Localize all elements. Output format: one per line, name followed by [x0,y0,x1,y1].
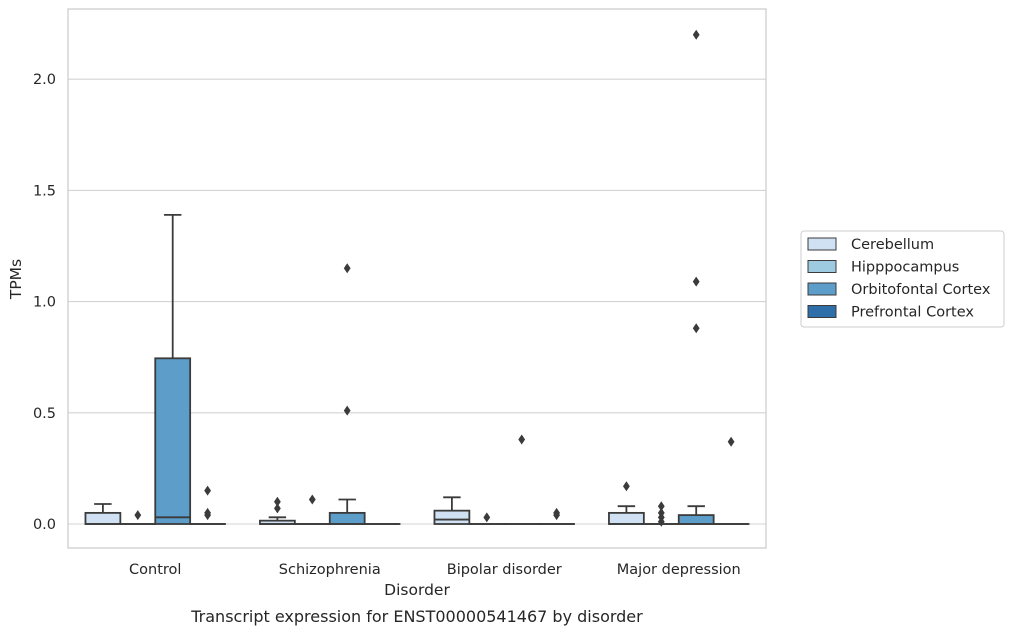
outlier-point [204,507,211,518]
outlier-point [343,263,351,274]
legend-frame [800,230,1005,328]
outlier-point [274,503,281,514]
outlier-point [623,481,630,492]
plot-frame [67,8,767,549]
x-tick-label: Control [129,562,181,578]
box-3-0 [608,481,645,525]
legend-swatch [807,305,837,318]
box-1-1 [293,494,331,525]
x-tick-label: Major depression [617,562,741,578]
x-tick-label: Bipolar disorder [447,562,562,578]
box-0-0 [84,503,122,525]
y-axis-title: TPMs [7,259,25,300]
chart-caption: Transcript expression for ENST0000054146… [190,607,643,626]
outlier-point [483,512,491,523]
outlier-point [657,501,665,512]
y-tick-label: 0.5 [33,406,56,422]
outlier-point [657,507,665,518]
legend-label: Cerebellum [851,237,934,253]
x-axis-title: Disorder [384,581,450,599]
legend-swatch [807,260,837,273]
y-tick-label: 1.0 [33,295,56,311]
box-body [608,511,645,525]
box-2-0 [433,496,471,525]
box-3-3 [712,436,750,525]
box-body [677,514,715,525]
outlier-point [518,434,526,445]
box-1-2 [328,263,366,525]
x-tick-label: Schizophrenia [279,562,381,578]
box-3-1 [642,501,680,527]
legend-label: Prefrontal Cortex [851,305,974,321]
outlier-point [134,510,142,521]
legend-swatch [807,237,837,251]
outlier-point [692,276,700,287]
outlier-point [204,485,211,496]
outlier-point [692,323,700,334]
legend: Cerebellum Hipppocampus Orbitofontal Corte… [800,230,1005,328]
box-body [433,509,471,525]
box-0-3 [189,485,226,525]
box-0-1 [119,510,157,525]
outlier-point [343,405,351,416]
box-body [84,511,122,525]
y-axis: 0.0 0.5 1.0 1.5 2.0 [33,72,56,533]
box-body [328,511,366,525]
box-0-2 [154,213,192,525]
box-2-3 [538,507,575,525]
box-body [154,357,192,525]
outlier-point [692,29,700,40]
x-axis: Control Schizophrenia Bipolar disorder Majo… [129,562,741,578]
legend-swatch [807,282,837,296]
box-3-2 [677,29,715,525]
y-tick-label: 2.0 [33,72,56,88]
plot-area [84,29,750,527]
box-1-0 [259,496,296,525]
y-tick-label: 0.0 [33,517,56,533]
outlier-point [727,436,735,447]
box-2-1 [468,512,506,525]
y-tick-label: 1.5 [33,183,56,199]
outlier-point [308,494,316,505]
outlier-point [553,507,560,518]
outlier-point [274,496,281,507]
box-2-2 [503,434,541,525]
legend-label: Hipppocampus [851,260,959,276]
legend-label: Orbitofontal Cortex [851,282,991,298]
